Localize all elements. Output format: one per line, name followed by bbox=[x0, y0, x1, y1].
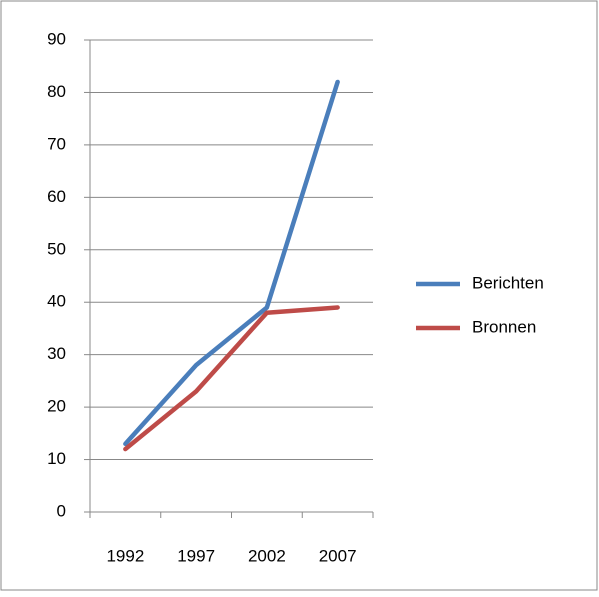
x-tick-label: 2002 bbox=[248, 546, 286, 565]
x-tick-label: 1992 bbox=[106, 546, 144, 565]
y-tick-label: 50 bbox=[47, 239, 66, 258]
y-tick-label: 20 bbox=[47, 397, 66, 416]
y-tick-label: 0 bbox=[57, 501, 66, 520]
y-tick-label: 30 bbox=[47, 344, 66, 363]
x-tick-label: 2007 bbox=[319, 546, 357, 565]
series-line bbox=[123, 305, 340, 452]
series-line bbox=[123, 79, 340, 447]
y-tick-label: 70 bbox=[47, 134, 66, 153]
y-tick-label: 40 bbox=[47, 292, 66, 311]
legend-label: Berichten bbox=[472, 273, 544, 292]
y-tick-label: 10 bbox=[47, 449, 66, 468]
y-tick-label: 60 bbox=[47, 187, 66, 206]
y-tick-label: 80 bbox=[47, 82, 66, 101]
x-tick-label: 1997 bbox=[177, 546, 215, 565]
y-tick-label: 90 bbox=[47, 29, 66, 48]
legend-label: Bronnen bbox=[472, 317, 536, 336]
